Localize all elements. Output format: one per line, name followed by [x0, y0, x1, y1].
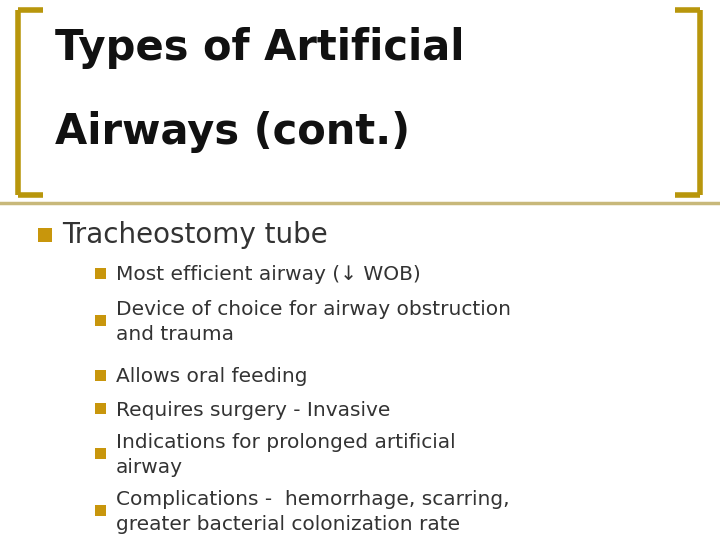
FancyBboxPatch shape [95, 267, 106, 279]
FancyBboxPatch shape [95, 314, 106, 326]
Text: Types of Artificial: Types of Artificial [55, 27, 464, 69]
FancyBboxPatch shape [38, 228, 52, 242]
FancyBboxPatch shape [95, 448, 106, 458]
Text: Allows oral feeding: Allows oral feeding [116, 368, 307, 387]
Text: Requires surgery - Invasive: Requires surgery - Invasive [116, 401, 390, 420]
FancyBboxPatch shape [95, 504, 106, 516]
Text: Indications for prolonged artificial
airway: Indications for prolonged artificial air… [116, 434, 456, 477]
FancyBboxPatch shape [95, 402, 106, 414]
Text: Airways (cont.): Airways (cont.) [55, 111, 410, 153]
Text: Tracheostomy tube: Tracheostomy tube [62, 221, 328, 249]
FancyBboxPatch shape [95, 369, 106, 381]
Text: Device of choice for airway obstruction
and trauma: Device of choice for airway obstruction … [116, 300, 511, 343]
Text: Most efficient airway (↓ WOB): Most efficient airway (↓ WOB) [116, 266, 420, 285]
Text: Complications -  hemorrhage, scarring,
greater bacterial colonization rate: Complications - hemorrhage, scarring, gr… [116, 490, 510, 534]
